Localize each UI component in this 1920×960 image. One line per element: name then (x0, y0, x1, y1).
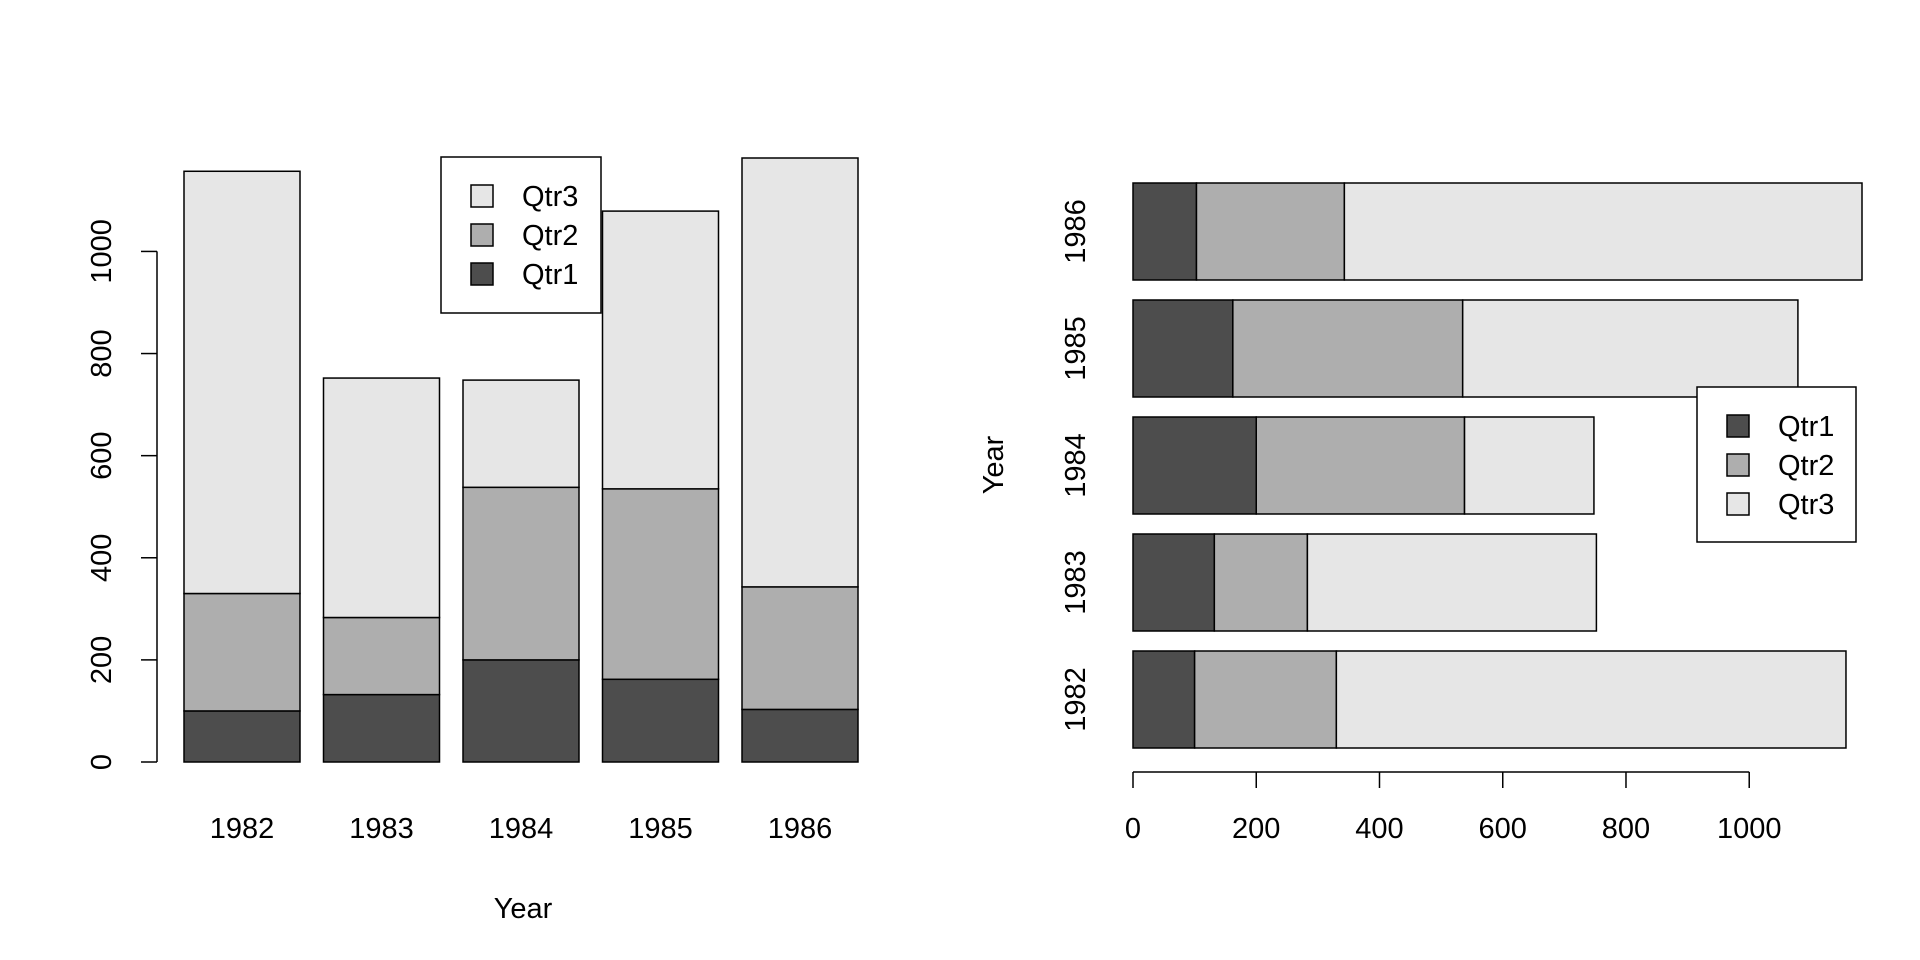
x-tick-label-0: 0 (1125, 813, 1141, 845)
bar-qtr1-1984 (1132, 416, 1257, 515)
bar-qtr1-1985 (1132, 299, 1234, 398)
legend-label-qtr1: Qtr1 (522, 259, 578, 291)
y-tick-label-1984: 1984 (1060, 433, 1092, 498)
bar-qtr3-1982 (1335, 650, 1847, 749)
bar-qtr2-1984 (462, 486, 580, 661)
y-tick-label-400: 400 (86, 534, 118, 582)
bar-qtr3-1984 (462, 379, 580, 489)
y-axis: 0 200 400 600 800 1000 (86, 219, 158, 770)
y-category-labels: 1982 1983 1984 1985 1986 (1060, 199, 1092, 732)
y-tick-label-200: 200 (86, 636, 118, 684)
y-tick-label-1982: 1982 (1060, 667, 1092, 732)
legend: Qtr1 Qtr2 Qtr3 (1696, 386, 1857, 543)
legend-label-qtr3: Qtr3 (522, 181, 578, 213)
bar-qtr1-1983 (322, 693, 441, 763)
horizontal-stacked-bar-chart: 0 200 400 600 800 1000 1982 1983 1984 1985 1986 Y… (978, 182, 1863, 845)
bar-qtr2-1986 (1195, 182, 1346, 281)
legend-swatch-qtr1 (1726, 414, 1750, 438)
legend-label-qtr1: Qtr1 (1778, 411, 1834, 443)
bar-qtr2-1984 (1255, 416, 1466, 515)
bar-qtr1-1983 (1132, 533, 1216, 632)
legend-swatch-qtr3 (470, 184, 494, 208)
x-axis: 0 200 400 600 800 1000 (1125, 771, 1782, 845)
bar-qtr1-1986 (741, 708, 859, 763)
bar-qtr1-1982 (1132, 650, 1196, 749)
bar-qtr2-1982 (183, 592, 301, 712)
bar-qtr3-1986 (1343, 182, 1863, 281)
legend-label-qtr2: Qtr2 (522, 220, 578, 252)
y-tick-label-1000: 1000 (86, 219, 118, 284)
bar-qtr1-1985 (601, 678, 720, 763)
bar-qtr2-1986 (741, 586, 859, 711)
bar-qtr3-1982 (183, 170, 301, 595)
bar-qtr2-1985 (1232, 299, 1464, 398)
x-category-labels: 1982 1983 1984 1985 1986 (210, 813, 833, 845)
y-tick-label-1983: 1983 (1060, 550, 1092, 615)
bar-qtr3-1985 (1461, 299, 1799, 398)
x-tick-label-1983: 1983 (349, 813, 414, 845)
x-tick-label-1000: 1000 (1717, 813, 1782, 845)
x-tick-label-200: 200 (1232, 813, 1280, 845)
x-tick-label-600: 600 (1479, 813, 1527, 845)
bar-qtr3-1983 (1306, 533, 1598, 632)
legend-label-qtr3: Qtr3 (1778, 489, 1834, 521)
bars-group (1132, 182, 1863, 749)
bar-qtr3-1984 (1463, 416, 1595, 515)
y-tick-label-0: 0 (86, 754, 118, 770)
legend: Qtr3 Qtr2 Qtr1 (440, 156, 602, 314)
bar-qtr3-1986 (741, 157, 859, 588)
legend-swatch-qtr2 (470, 223, 494, 247)
bar-qtr3-1983 (322, 377, 441, 619)
y-axis-label: Year (978, 435, 1010, 494)
legend-swatch-qtr2 (1726, 453, 1750, 477)
bar-qtr1-1984 (462, 659, 580, 763)
bar-qtr1-1986 (1132, 182, 1198, 281)
y-tick-label-1985: 1985 (1060, 316, 1092, 381)
x-tick-label-1986: 1986 (768, 813, 833, 845)
legend-box (1696, 386, 1857, 543)
x-tick-label-800: 800 (1602, 813, 1650, 845)
x-axis-label: Year (494, 893, 553, 925)
y-tick-label-600: 600 (86, 431, 118, 479)
y-tick-label-1986: 1986 (1060, 199, 1092, 264)
bar-qtr2-1983 (322, 616, 441, 696)
x-tick-label-1984: 1984 (489, 813, 554, 845)
y-tick-label-800: 800 (86, 329, 118, 377)
x-tick-label-400: 400 (1355, 813, 1403, 845)
legend-box (440, 156, 602, 314)
bar-qtr2-1983 (1213, 533, 1309, 632)
x-tick-label-1985: 1985 (628, 813, 693, 845)
x-tick-label-1982: 1982 (210, 813, 275, 845)
bar-qtr2-1985 (601, 488, 720, 681)
bar-qtr2-1982 (1193, 650, 1338, 749)
legend-swatch-qtr1 (470, 262, 494, 286)
bars-group (183, 157, 859, 763)
bar-qtr3-1985 (601, 210, 720, 490)
bar-qtr1-1982 (183, 710, 301, 763)
vertical-stacked-bar-chart: 0 200 400 600 800 1000 1982 1983 1984 1985 1986 Y… (86, 156, 859, 925)
legend-label-qtr2: Qtr2 (1778, 450, 1834, 482)
legend-swatch-qtr3 (1726, 492, 1750, 516)
